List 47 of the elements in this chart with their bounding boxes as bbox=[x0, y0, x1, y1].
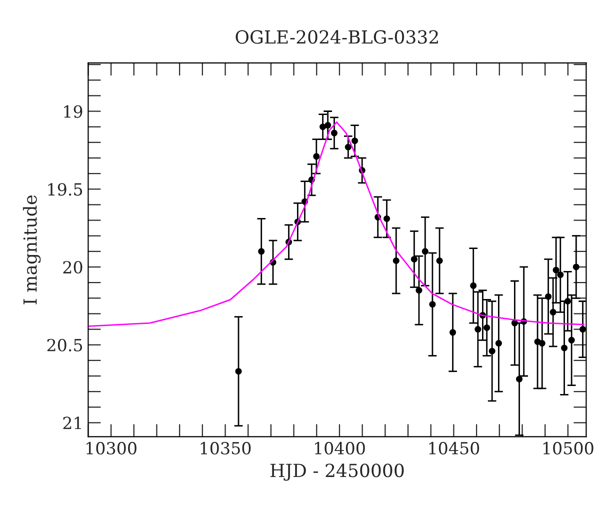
point bbox=[511, 320, 518, 326]
point bbox=[484, 324, 490, 331]
point bbox=[384, 215, 390, 222]
y-tick-label: 21 bbox=[63, 416, 81, 430]
chart-title: OGLE-2024-BLG-0332 bbox=[236, 30, 438, 44]
point bbox=[470, 282, 477, 289]
point bbox=[495, 340, 502, 347]
y-tick-label: 20.5 bbox=[47, 338, 82, 352]
y-tick-label: 19 bbox=[64, 105, 82, 118]
point bbox=[550, 308, 556, 316]
point bbox=[545, 293, 552, 300]
point bbox=[488, 348, 496, 354]
point bbox=[324, 122, 332, 129]
point bbox=[352, 138, 358, 144]
point bbox=[561, 344, 568, 352]
point bbox=[538, 340, 546, 347]
point bbox=[552, 266, 560, 274]
point bbox=[429, 301, 436, 308]
x-axis-title: HJD - 2450000 bbox=[270, 464, 404, 481]
y-axis-title: I magnitude bbox=[22, 195, 41, 304]
point bbox=[320, 124, 326, 130]
point bbox=[572, 264, 580, 270]
x-tick-label: 10350 bbox=[200, 442, 251, 454]
point bbox=[416, 287, 422, 294]
point bbox=[330, 130, 338, 136]
y-tick-label: 19.5 bbox=[48, 183, 82, 196]
point bbox=[450, 329, 456, 336]
point bbox=[516, 376, 523, 382]
point bbox=[474, 326, 482, 333]
x-tick-label: 10300 bbox=[86, 442, 136, 454]
point bbox=[235, 368, 242, 375]
point bbox=[568, 336, 575, 344]
y-tick-label: 20 bbox=[63, 260, 82, 274]
point bbox=[258, 248, 265, 255]
point bbox=[344, 144, 352, 150]
point bbox=[422, 248, 428, 255]
x-tick-label: 10400 bbox=[315, 442, 365, 454]
point bbox=[410, 256, 418, 262]
point bbox=[436, 258, 443, 264]
point bbox=[580, 326, 586, 333]
point bbox=[564, 298, 571, 305]
point bbox=[557, 272, 564, 278]
point bbox=[313, 153, 320, 160]
x-tick-label: 10450 bbox=[429, 442, 480, 454]
x-tick-label: 10500 bbox=[543, 442, 594, 454]
point bbox=[392, 258, 400, 264]
line-series bbox=[88, 121, 585, 327]
